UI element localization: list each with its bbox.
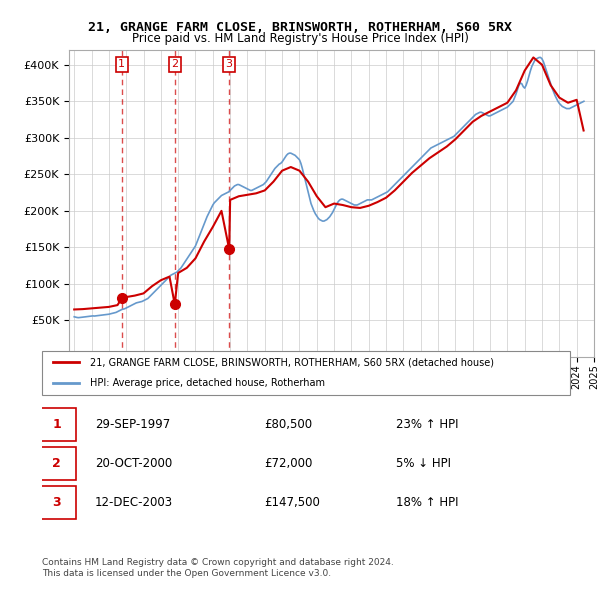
Text: HPI: Average price, detached house, Rotherham: HPI: Average price, detached house, Roth…: [89, 378, 325, 388]
Text: 1: 1: [52, 418, 61, 431]
Text: 1: 1: [118, 60, 125, 70]
Text: 3: 3: [226, 60, 233, 70]
Text: 5% ↓ HPI: 5% ↓ HPI: [396, 457, 451, 470]
FancyBboxPatch shape: [37, 486, 76, 519]
Text: 2: 2: [52, 457, 61, 470]
Text: 18% ↑ HPI: 18% ↑ HPI: [396, 496, 458, 509]
Text: Contains HM Land Registry data © Crown copyright and database right 2024.: Contains HM Land Registry data © Crown c…: [42, 558, 394, 566]
FancyBboxPatch shape: [42, 351, 570, 395]
FancyBboxPatch shape: [37, 447, 76, 480]
Text: £147,500: £147,500: [264, 496, 320, 509]
Text: 12-DEC-2003: 12-DEC-2003: [95, 496, 173, 509]
Text: £72,000: £72,000: [264, 457, 312, 470]
Text: This data is licensed under the Open Government Licence v3.0.: This data is licensed under the Open Gov…: [42, 569, 331, 578]
Text: 21, GRANGE FARM CLOSE, BRINSWORTH, ROTHERHAM, S60 5RX: 21, GRANGE FARM CLOSE, BRINSWORTH, ROTHE…: [88, 21, 512, 34]
Text: 3: 3: [52, 496, 61, 509]
Text: 23% ↑ HPI: 23% ↑ HPI: [396, 418, 458, 431]
Text: 2: 2: [171, 60, 178, 70]
Text: £80,500: £80,500: [264, 418, 312, 431]
Text: Price paid vs. HM Land Registry's House Price Index (HPI): Price paid vs. HM Land Registry's House …: [131, 32, 469, 45]
FancyBboxPatch shape: [37, 408, 76, 441]
Text: 20-OCT-2000: 20-OCT-2000: [95, 457, 172, 470]
Text: 21, GRANGE FARM CLOSE, BRINSWORTH, ROTHERHAM, S60 5RX (detached house): 21, GRANGE FARM CLOSE, BRINSWORTH, ROTHE…: [89, 357, 494, 367]
Text: 29-SEP-1997: 29-SEP-1997: [95, 418, 170, 431]
